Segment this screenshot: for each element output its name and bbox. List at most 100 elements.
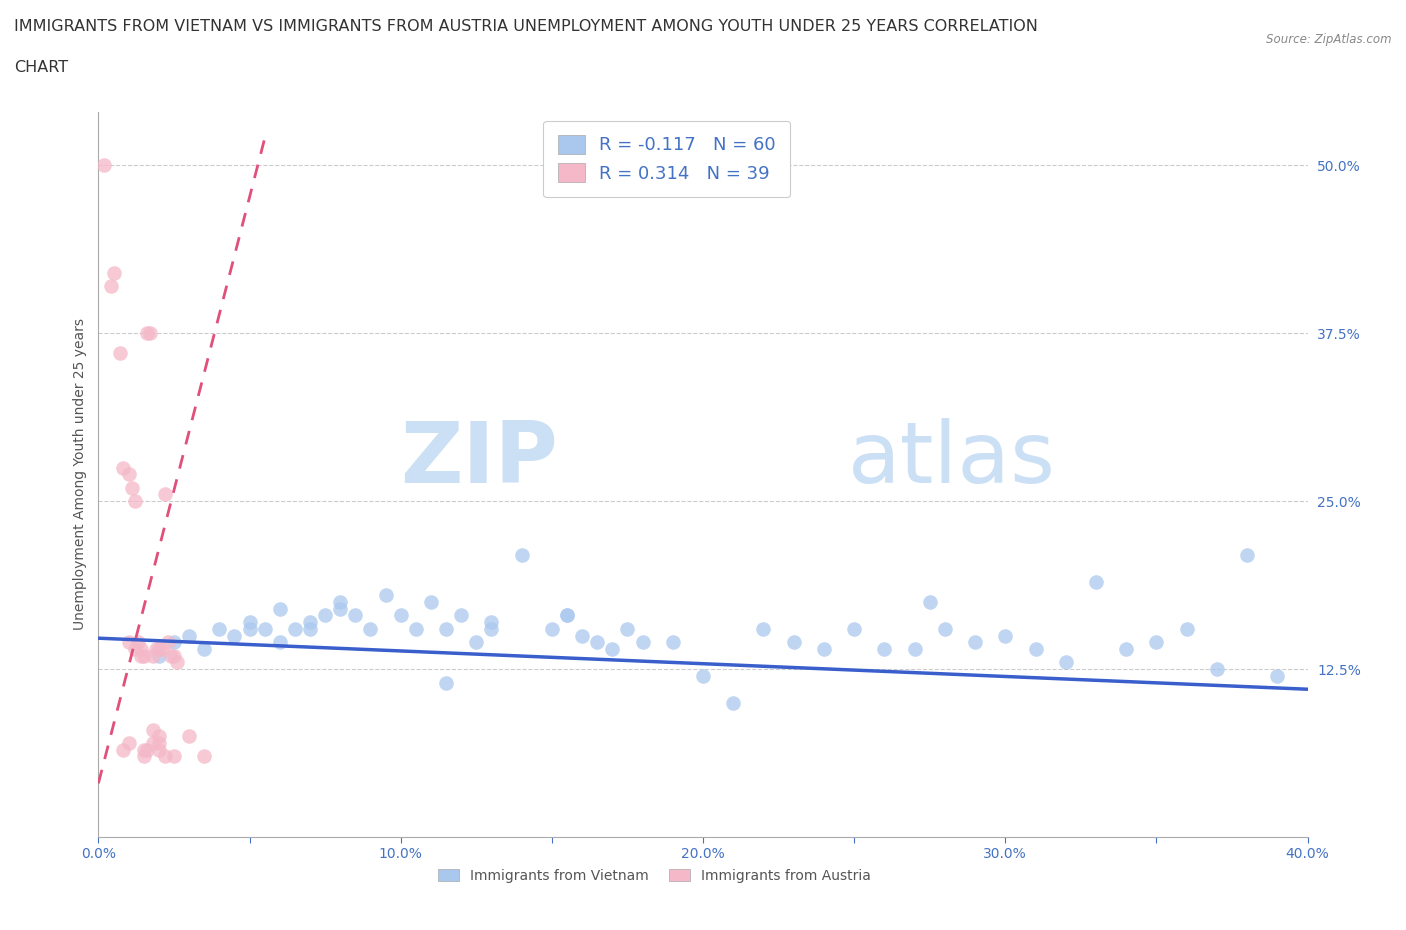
Point [1144, 635, 1167, 650]
Point [374, 588, 396, 603]
Point [150, 642, 173, 657]
Point [1236, 548, 1258, 563]
Point [132, 742, 155, 757]
Point [148, 736, 170, 751]
Point [118, 467, 141, 482]
Point [965, 635, 987, 650]
Point [1054, 655, 1077, 670]
Point [540, 621, 562, 636]
Point [1024, 642, 1046, 657]
Point [100, 279, 122, 294]
Point [434, 675, 457, 690]
Point [284, 621, 307, 636]
Text: ZIP: ZIP [401, 418, 558, 501]
Point [148, 729, 170, 744]
Point [389, 608, 412, 623]
Point [129, 648, 152, 663]
Text: atlas: atlas [848, 418, 1056, 501]
Point [153, 487, 176, 502]
Point [193, 749, 215, 764]
Point [269, 635, 291, 650]
Point [1175, 621, 1198, 636]
Point [299, 615, 322, 630]
Point [994, 628, 1017, 643]
Point [555, 608, 578, 623]
Point [405, 621, 427, 636]
Point [434, 621, 457, 636]
Point [783, 635, 806, 650]
Point [193, 642, 215, 657]
Point [142, 722, 165, 737]
Point [132, 648, 155, 663]
Point [153, 749, 176, 764]
Point [148, 648, 170, 663]
Point [329, 594, 352, 609]
Point [631, 635, 654, 650]
Point [555, 608, 578, 623]
Point [918, 594, 941, 609]
Point [111, 460, 134, 475]
Point [661, 635, 683, 650]
Point [873, 642, 896, 657]
Point [904, 642, 927, 657]
Point [145, 642, 167, 657]
Point [1206, 661, 1229, 676]
Point [481, 621, 503, 636]
Point [124, 642, 146, 657]
Point [299, 621, 322, 636]
Point [103, 265, 125, 280]
Text: IMMIGRANTS FROM VIETNAM VS IMMIGRANTS FROM AUSTRIA UNEMPLOYMENT AMONG YOUTH UNDE: IMMIGRANTS FROM VIETNAM VS IMMIGRANTS FR… [14, 19, 1038, 33]
Point [163, 749, 186, 764]
Point [163, 648, 186, 663]
Y-axis label: Unemployment Among Youth under 25 years: Unemployment Among Youth under 25 years [73, 318, 87, 631]
Point [124, 494, 146, 509]
Point [148, 642, 170, 657]
Point [586, 635, 609, 650]
Point [108, 346, 131, 361]
Point [111, 742, 134, 757]
Point [129, 642, 152, 657]
Point [127, 635, 149, 650]
Point [752, 621, 775, 636]
Point [692, 669, 714, 684]
Legend: Immigrants from Vietnam, Immigrants from Austria: Immigrants from Vietnam, Immigrants from… [433, 863, 877, 888]
Point [132, 749, 155, 764]
Point [135, 326, 157, 340]
Point [602, 642, 624, 657]
Point [179, 628, 201, 643]
Point [156, 635, 179, 650]
Point [121, 480, 143, 495]
Text: CHART: CHART [14, 60, 67, 75]
Point [166, 655, 188, 670]
Point [160, 648, 183, 663]
Point [420, 594, 443, 609]
Point [934, 621, 956, 636]
Point [148, 742, 170, 757]
Point [224, 628, 246, 643]
Point [163, 635, 186, 650]
Point [813, 642, 835, 657]
Point [571, 628, 593, 643]
Text: Source: ZipAtlas.com: Source: ZipAtlas.com [1267, 33, 1392, 46]
Point [253, 621, 276, 636]
Point [1115, 642, 1137, 657]
Point [118, 736, 141, 751]
Point [139, 326, 162, 340]
Point [344, 608, 367, 623]
Point [329, 601, 352, 616]
Point [450, 608, 472, 623]
Point [314, 608, 336, 623]
Point [142, 648, 165, 663]
Point [465, 635, 488, 650]
Point [269, 601, 291, 616]
Point [616, 621, 638, 636]
Point [1267, 669, 1289, 684]
Point [93, 158, 115, 173]
Point [179, 729, 201, 744]
Point [142, 736, 165, 751]
Point [135, 742, 157, 757]
Point [844, 621, 866, 636]
Point [239, 621, 262, 636]
Point [723, 696, 745, 711]
Point [118, 635, 141, 650]
